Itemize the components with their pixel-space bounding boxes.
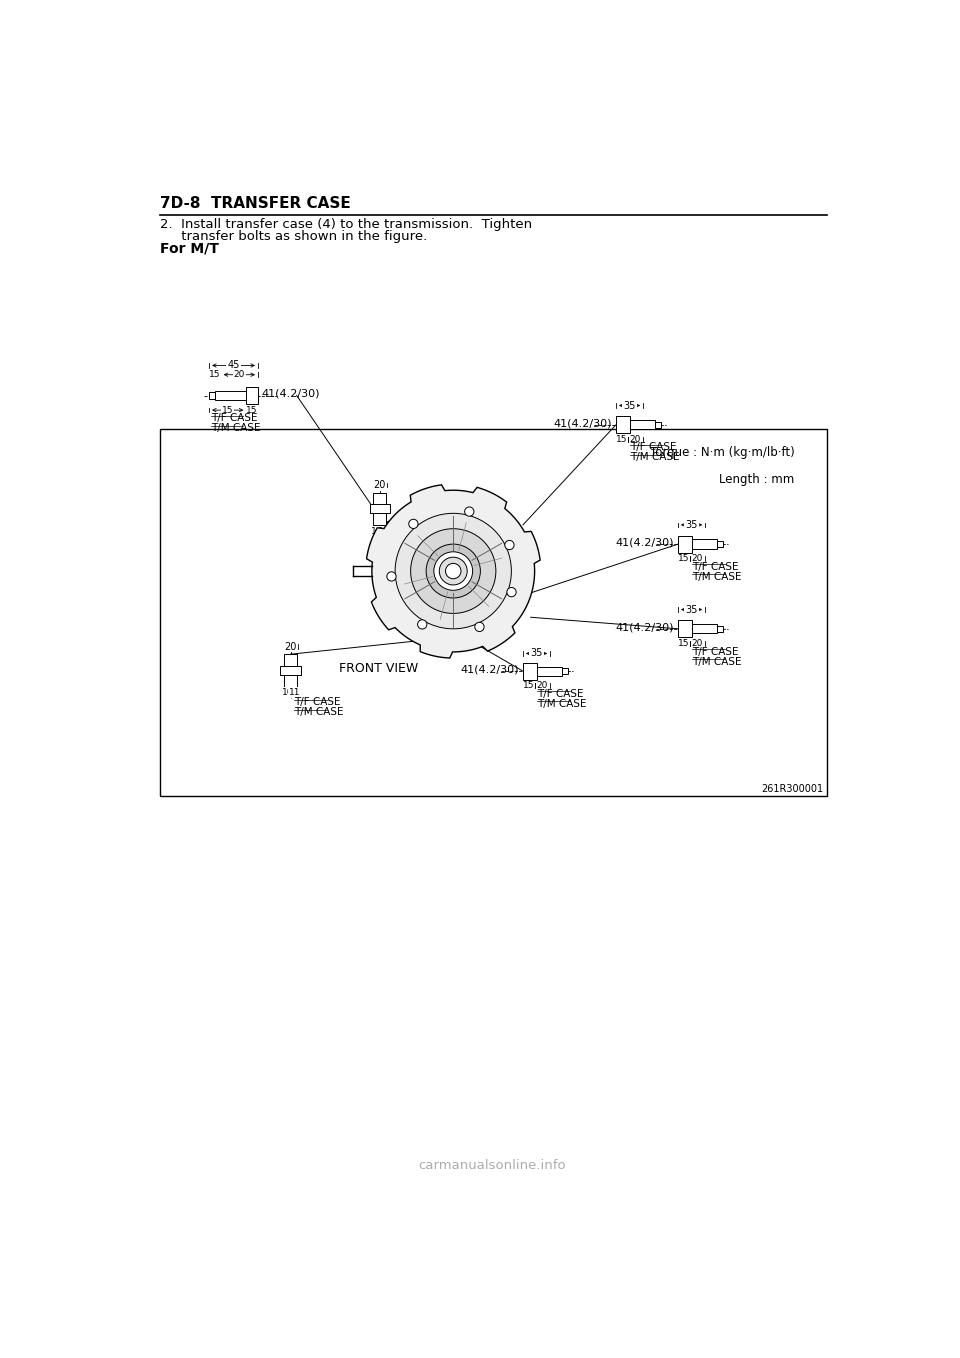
Text: carmanualsonline.info: carmanualsonline.info <box>419 1158 565 1172</box>
Text: 15: 15 <box>678 554 689 564</box>
Bar <box>215 391 258 401</box>
Text: For M/T: For M/T <box>160 242 219 255</box>
Bar <box>717 626 723 631</box>
Text: 11: 11 <box>377 527 389 535</box>
Circle shape <box>396 513 512 629</box>
Text: T/M CASE: T/M CASE <box>537 699 587 709</box>
Text: 10: 10 <box>372 527 383 535</box>
Text: T/F CASE: T/F CASE <box>630 443 677 452</box>
Polygon shape <box>367 485 540 659</box>
Text: 35: 35 <box>685 604 698 615</box>
Text: 10: 10 <box>282 689 294 697</box>
Bar <box>678 539 717 549</box>
Bar <box>523 663 537 679</box>
Circle shape <box>387 572 396 581</box>
Text: 15: 15 <box>523 682 535 690</box>
Text: 7D-8  TRANSFER CASE: 7D-8 TRANSFER CASE <box>160 196 351 210</box>
Text: T/F CASE: T/F CASE <box>383 535 430 545</box>
Text: 15: 15 <box>209 371 221 379</box>
Text: transfer bolts as shown in the figure.: transfer bolts as shown in the figure. <box>160 230 427 243</box>
Text: 20: 20 <box>630 435 641 444</box>
Text: 41(4.2/30): 41(4.2/30) <box>261 388 320 399</box>
Circle shape <box>505 540 515 550</box>
Text: 15: 15 <box>247 406 258 414</box>
Text: Torque : N·m (kg·m/lb·ft): Torque : N·m (kg·m/lb·ft) <box>650 447 794 459</box>
Circle shape <box>475 622 484 631</box>
Bar <box>678 621 692 637</box>
Text: Length : mm: Length : mm <box>719 473 794 486</box>
Text: T/F CASE: T/F CASE <box>692 562 738 572</box>
Bar <box>523 667 562 676</box>
Bar <box>160 429 827 796</box>
Text: 11: 11 <box>289 689 300 697</box>
Text: T/F CASE: T/F CASE <box>692 646 738 656</box>
Bar <box>284 655 297 687</box>
Text: 20: 20 <box>373 479 386 490</box>
Bar <box>616 417 630 433</box>
Text: 2.  Install transfer case (4) to the transmission.  Tighten: 2. Install transfer case (4) to the tran… <box>160 217 533 231</box>
Circle shape <box>426 545 480 598</box>
Bar <box>375 524 383 532</box>
Text: 45: 45 <box>228 360 240 371</box>
Bar <box>678 625 717 633</box>
Bar <box>373 493 386 524</box>
Text: T/M CASE: T/M CASE <box>295 706 344 717</box>
Bar <box>287 687 295 694</box>
Text: 261R300001: 261R300001 <box>761 785 824 794</box>
Text: T/M CASE: T/M CASE <box>692 572 741 581</box>
Text: T/M CASE: T/M CASE <box>210 424 260 433</box>
Bar <box>655 422 660 428</box>
Circle shape <box>445 564 461 579</box>
Circle shape <box>409 519 418 528</box>
Text: 35: 35 <box>623 401 636 410</box>
Bar <box>616 420 655 429</box>
Circle shape <box>418 619 427 629</box>
Text: T/F CASE: T/F CASE <box>210 413 257 424</box>
Bar <box>280 665 300 675</box>
Bar <box>370 504 390 513</box>
Text: 41(4.2/30): 41(4.2/30) <box>615 538 674 547</box>
Text: 35: 35 <box>530 649 542 659</box>
Text: 41(4.2/30): 41(4.2/30) <box>461 664 519 675</box>
Text: T/M CASE: T/M CASE <box>383 545 433 555</box>
Bar <box>717 540 723 547</box>
Bar <box>562 668 568 674</box>
Circle shape <box>411 528 496 614</box>
Bar <box>247 387 258 403</box>
Circle shape <box>434 551 472 591</box>
Text: 20: 20 <box>233 371 245 379</box>
Text: 35: 35 <box>685 520 698 530</box>
Text: 41(4.2/30): 41(4.2/30) <box>554 418 612 428</box>
Text: T/F CASE: T/F CASE <box>537 689 584 699</box>
Text: 41(4.2/30): 41(4.2/30) <box>615 622 674 633</box>
Text: 15: 15 <box>678 640 689 648</box>
Circle shape <box>507 588 516 596</box>
Text: 20: 20 <box>284 641 297 652</box>
Circle shape <box>440 557 468 585</box>
Text: 20: 20 <box>692 640 703 648</box>
Text: FRONT VIEW: FRONT VIEW <box>339 661 419 675</box>
Text: 15: 15 <box>222 406 233 414</box>
Text: 15: 15 <box>616 435 628 444</box>
Circle shape <box>465 507 474 516</box>
Text: T/M CASE: T/M CASE <box>692 656 741 667</box>
Text: 20: 20 <box>537 682 548 690</box>
Text: 20: 20 <box>692 554 703 564</box>
Bar <box>678 535 692 553</box>
Text: T/F CASE: T/F CASE <box>295 697 341 706</box>
Text: T/M CASE: T/M CASE <box>630 452 680 463</box>
Bar <box>209 392 215 399</box>
